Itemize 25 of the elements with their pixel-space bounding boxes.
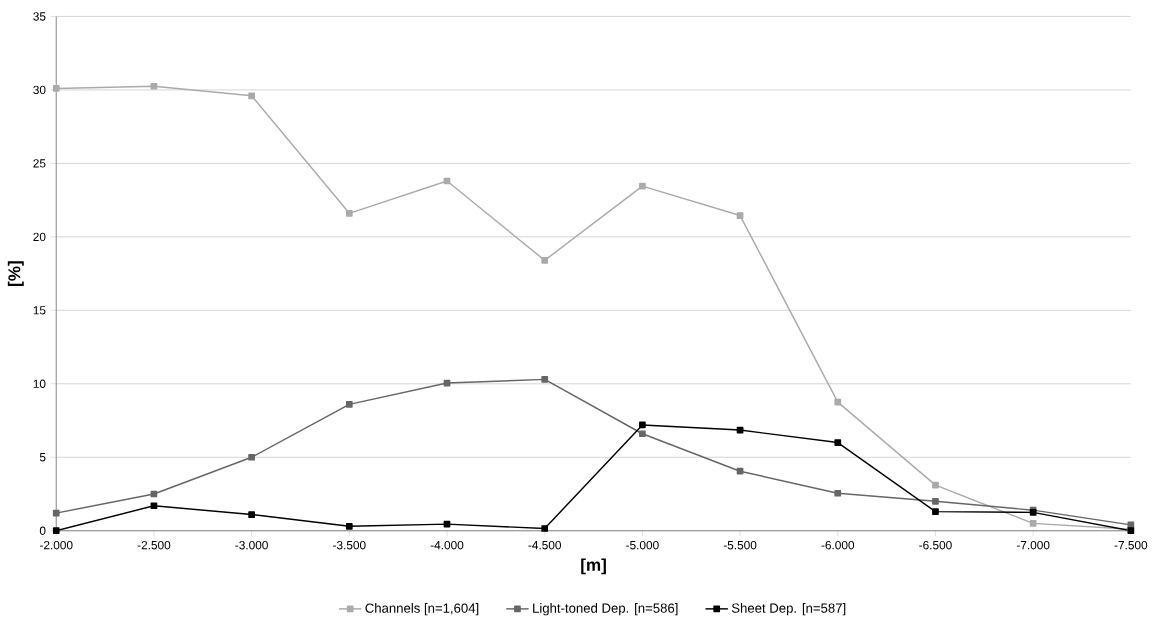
- y-tick-label: 35: [33, 12, 46, 21]
- x-tick-label: -6.500: [919, 541, 952, 550]
- x-tick-label: -5.500: [723, 541, 757, 550]
- x-tick-label: -6.000: [821, 541, 855, 550]
- y-tick-label: 15: [33, 306, 46, 315]
- y-axis-title: [%]: [7, 261, 24, 286]
- x-tick-label: -5.000: [626, 541, 659, 550]
- x-tick-label: -4.000: [430, 541, 464, 550]
- legend-label: Light-toned Dep. [n=586]: [533, 603, 678, 616]
- x-axis-title: [m]: [581, 558, 606, 575]
- y-tick-label: 5: [39, 453, 46, 462]
- y-tick-label: 30: [33, 85, 46, 95]
- x-tick-label: -7.500: [1114, 541, 1148, 550]
- x-tick-label: -4.500: [528, 541, 562, 550]
- x-tick-label: -7.000: [1016, 541, 1050, 550]
- y-tick-label: 20: [33, 232, 46, 242]
- x-tick-label: -3.000: [235, 541, 268, 550]
- legend-label: Channels [n=1,604]: [365, 603, 479, 616]
- y-tick-label: 0: [39, 526, 46, 535]
- x-tick-label: -2.500: [137, 541, 171, 550]
- y-tick-label: 10: [33, 379, 46, 389]
- y-tick-label: 25: [33, 159, 46, 168]
- legend-label: Sheet Dep. [n=587]: [731, 603, 846, 616]
- x-tick-label: -3.500: [333, 541, 366, 550]
- x-tick-label: -2.000: [39, 541, 73, 550]
